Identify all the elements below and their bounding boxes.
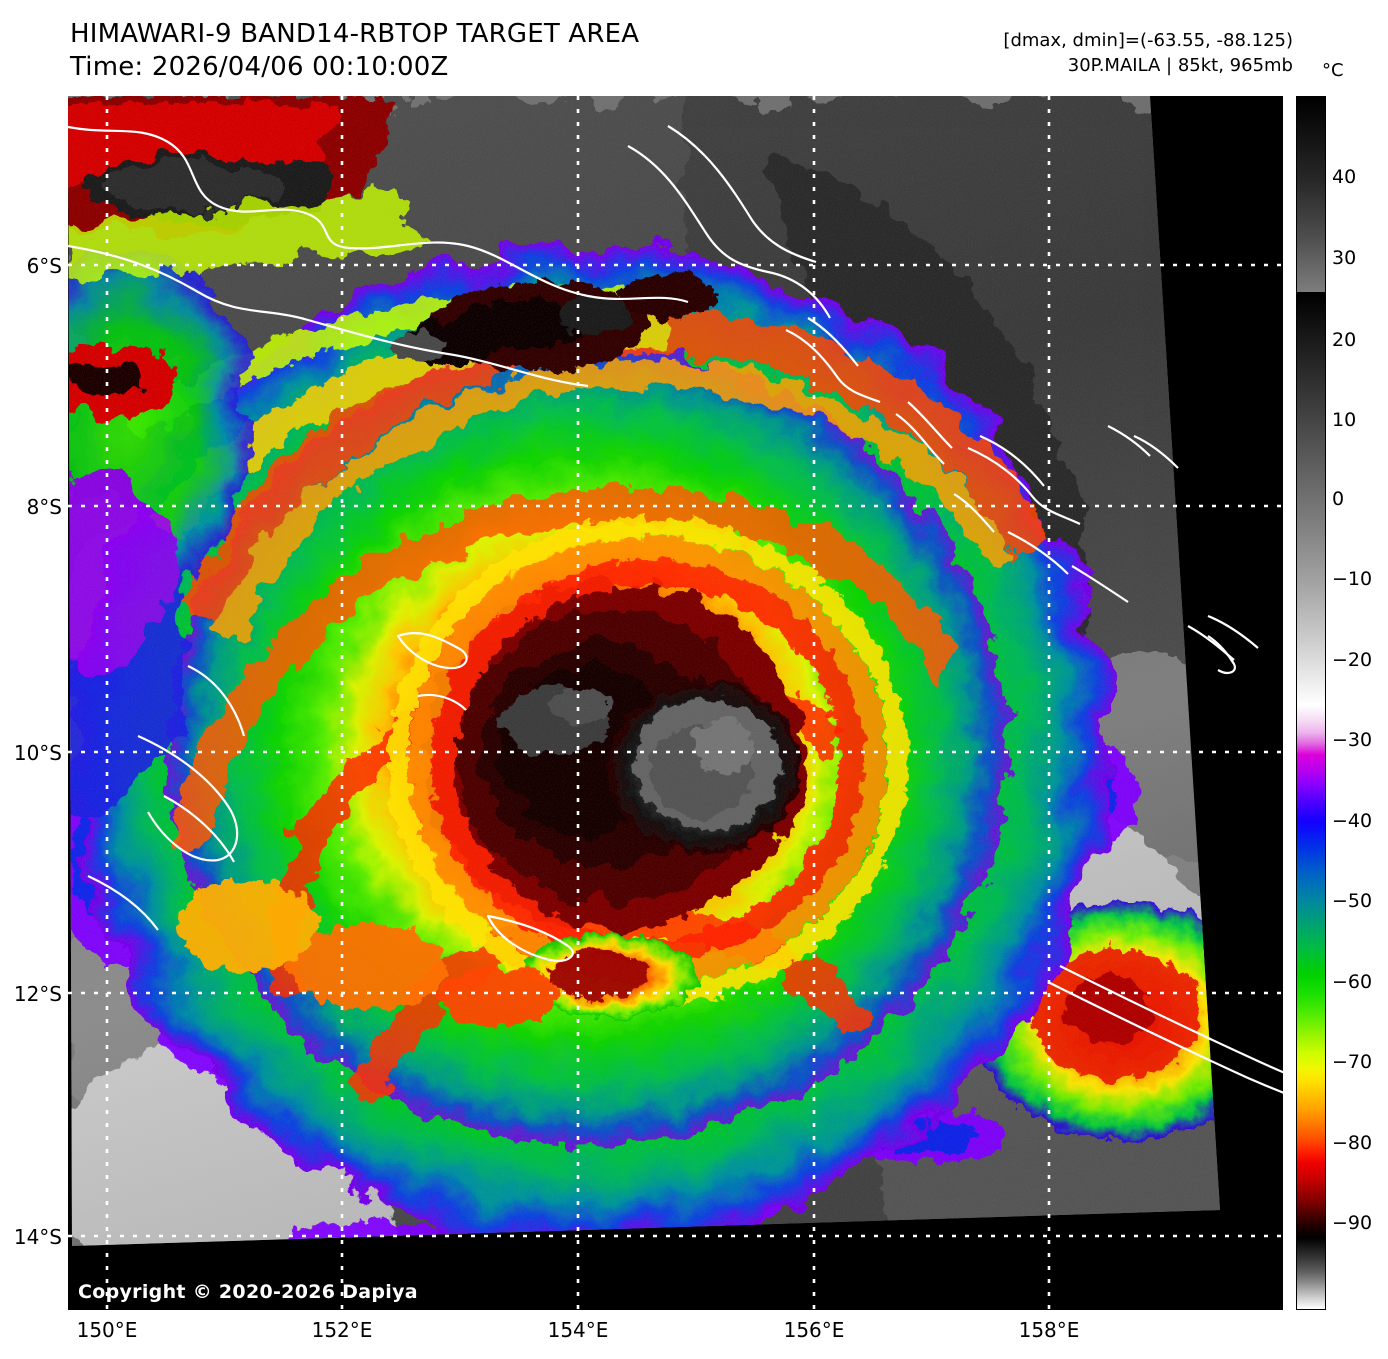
copyright-label: Copyright © 2020-2026 Dapiya <box>78 1281 418 1303</box>
page-title: HIMAWARI-9 BAND14-RBTOP TARGET AREA <box>70 19 640 49</box>
longitude-tick-4: 158°E <box>1018 1318 1080 1342</box>
latitude-tick-2: 10°S <box>13 741 62 765</box>
colorbar-segment-main <box>1296 293 1326 1310</box>
colorbar-tick-7: −30 <box>1332 729 1373 751</box>
colorbar-tick-5: −10 <box>1332 568 1373 590</box>
colorbar-tick-1: 30 <box>1332 247 1357 269</box>
latitude-tick-4: 14°S <box>13 1225 62 1249</box>
colorbar-tick-0: 40 <box>1332 166 1357 188</box>
data-minmax-label: [dmax, dmin]=(-63.55, -88.125) <box>1003 30 1293 51</box>
colorbar-unit-label: °C <box>1322 60 1344 81</box>
longitude-tick-2: 154°E <box>547 1318 609 1342</box>
storm-info-label: 30P.MAILA | 85kt, 965mb <box>1067 55 1293 76</box>
satellite-image-plot[interactable] <box>68 96 1283 1310</box>
colorbar-tick-4: 0 <box>1332 488 1345 510</box>
colorbar-tick-11: −70 <box>1332 1051 1373 1073</box>
colorbar-tick-10: −60 <box>1332 971 1373 993</box>
colorbar-tick-9: −50 <box>1332 890 1373 912</box>
header-meta-block: [dmax, dmin]=(-63.55, -88.125) 30P.MAILA… <box>1003 28 1293 78</box>
latitude-tick-3: 12°S <box>13 982 62 1006</box>
timestamp-label: Time: 2026/04/06 00:10:00Z <box>70 52 449 82</box>
longitude-tick-1: 152°E <box>311 1318 373 1342</box>
colorbar-tick-8: −40 <box>1332 810 1373 832</box>
colorbar-segment-upper <box>1296 96 1326 293</box>
colorbar-tick-3: 10 <box>1332 409 1357 431</box>
longitude-tick-3: 156°E <box>783 1318 845 1342</box>
colorbar-tick-12: −80 <box>1332 1132 1373 1154</box>
colorbar-tick-6: −20 <box>1332 649 1373 671</box>
latitude-tick-0: 6°S <box>26 254 62 278</box>
colorbar-tick-2: 20 <box>1332 329 1357 351</box>
header-title-block: HIMAWARI-9 BAND14-RBTOP TARGET AREA Time… <box>70 18 639 84</box>
colorbar-tick-13: −90 <box>1332 1212 1373 1234</box>
latitude-tick-1: 8°S <box>26 495 62 519</box>
coastline-overlay <box>68 125 1283 1094</box>
colorbar[interactable]: 40 30 20 10 0 −10 −20 −30 −40 −50 −60 −70 −80 −90 <box>1296 96 1372 1310</box>
longitude-tick-0: 150°E <box>76 1318 138 1342</box>
